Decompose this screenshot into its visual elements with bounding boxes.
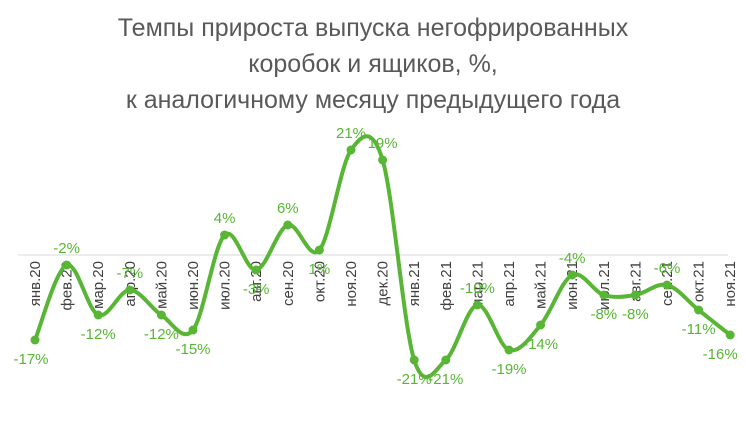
chart-title: Темпы прироста выпуска негофрированных к… <box>0 10 746 118</box>
x-tick-label: апр.21 <box>501 261 518 307</box>
data-label: -17% <box>13 351 48 368</box>
data-point <box>630 290 640 300</box>
data-point <box>346 145 356 155</box>
data-label: -7% <box>116 265 143 282</box>
x-tick-label: фев.21 <box>438 261 455 311</box>
data-point <box>662 280 672 290</box>
data-point <box>93 310 103 320</box>
x-tick-label: ноя.21 <box>722 261 739 307</box>
data-label: 1% <box>309 261 331 278</box>
x-tick-label: май.20 <box>153 261 170 309</box>
x-tick-label: дек.20 <box>375 261 392 306</box>
x-tick-label: июл.21 <box>596 261 613 310</box>
x-tick-label: янв.20 <box>27 261 44 306</box>
x-tick-label: сен.20 <box>280 261 297 306</box>
data-label: -21% <box>397 371 432 388</box>
chart-title-line-2: коробок и ящиков, %, <box>248 50 498 78</box>
data-label: -8% <box>590 306 617 323</box>
chart-title-line-3: к аналогичному месяцу предыдущего года <box>125 86 621 114</box>
data-label: -4% <box>559 250 586 267</box>
data-label: -8% <box>622 306 649 323</box>
x-tick-label: апр.20 <box>122 261 139 307</box>
series-line <box>33 134 733 379</box>
data-label: -12% <box>144 326 179 343</box>
data-label: -19% <box>491 361 526 378</box>
data-label: -15% <box>175 341 210 358</box>
data-point <box>314 245 324 255</box>
data-label: 21% <box>336 125 366 142</box>
data-label: -11% <box>682 321 716 338</box>
data-label: 19% <box>368 135 398 152</box>
data-point <box>567 270 577 280</box>
x-tick-label: окт.20 <box>311 261 328 302</box>
chart-title-line-1: Темпы прироста выпуска негофрированных <box>117 14 629 42</box>
data-point <box>220 230 230 240</box>
x-tick-label: июн.20 <box>185 261 202 310</box>
data-point <box>156 310 166 320</box>
data-point <box>441 355 451 365</box>
data-point <box>599 290 609 300</box>
data-label: -21% <box>428 371 463 388</box>
data-point <box>725 330 735 340</box>
data-point <box>62 260 72 270</box>
x-tick-label: июл.20 <box>217 261 234 310</box>
data-point <box>694 305 704 315</box>
x-tick-label: окт.21 <box>691 261 708 302</box>
data-label: 4% <box>214 210 236 227</box>
data-point <box>378 155 388 165</box>
data-point <box>504 345 514 355</box>
x-tick-label: май.21 <box>533 261 550 309</box>
data-label: -12% <box>81 326 116 343</box>
x-tick-label: июн.21 <box>564 261 581 310</box>
data-point <box>472 300 482 310</box>
data-point <box>30 335 40 345</box>
x-tick-label: ноя.20 <box>343 261 360 307</box>
data-label: -10% <box>460 280 495 297</box>
data-label: 6% <box>277 200 299 217</box>
data-label: -16% <box>703 346 738 363</box>
data-label: -6% <box>654 260 681 277</box>
data-point <box>283 220 293 230</box>
data-label: -3% <box>243 281 270 298</box>
x-tick-label: янв.21 <box>406 261 423 306</box>
x-tick-label: мар.21 <box>469 261 486 309</box>
data-label: -2% <box>53 240 80 257</box>
data-point <box>188 325 198 335</box>
data-point <box>251 265 261 275</box>
x-tick-label: мар.20 <box>90 261 107 309</box>
data-point <box>409 355 419 365</box>
x-tick-label: фев.20 <box>59 261 76 311</box>
data-point <box>125 285 135 295</box>
data-label: -14% <box>523 336 558 353</box>
data-point <box>536 320 546 330</box>
